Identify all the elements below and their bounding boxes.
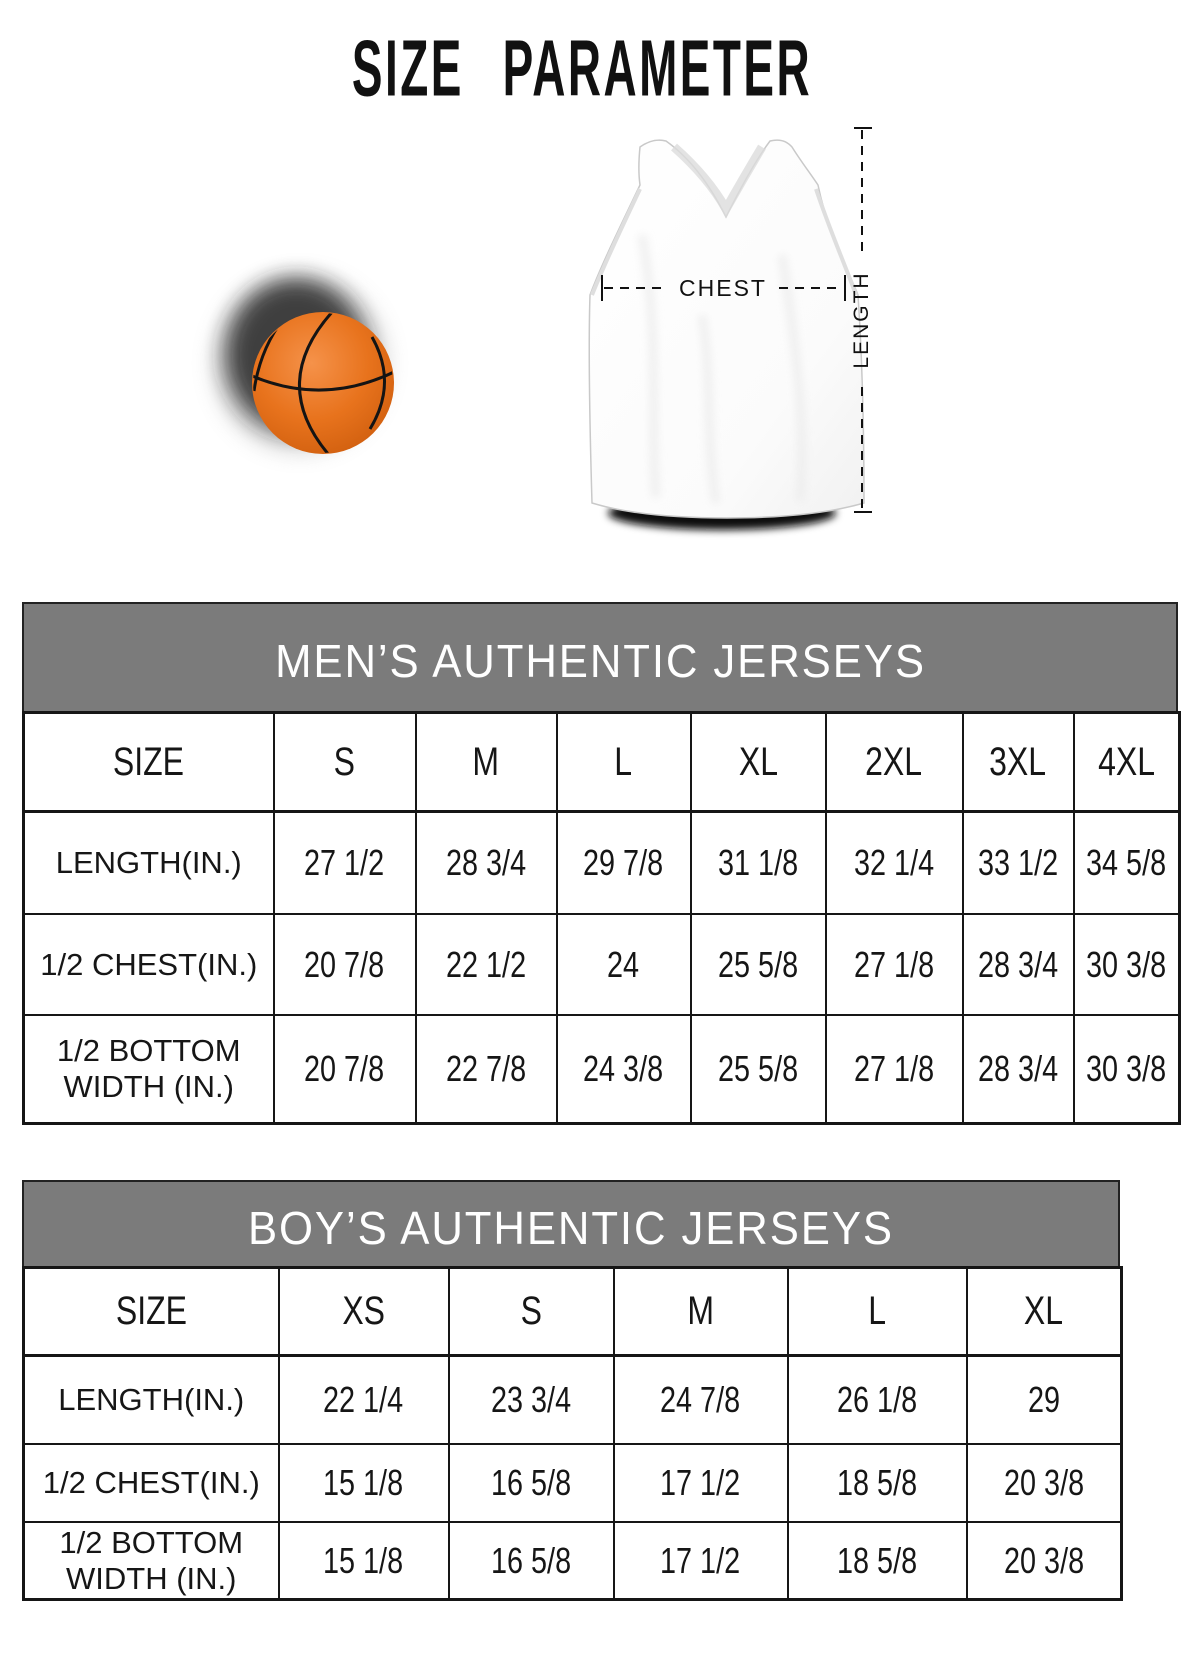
mens-size-col-xl: XL xyxy=(689,711,827,813)
boys-size-col-l: L xyxy=(786,1266,968,1357)
boys-size-grid: SIZE XS S M L XL LENGTH(IN.) 22 1/4 23 3… xyxy=(22,1266,1123,1601)
page-title: SIZE PARAMETER xyxy=(351,23,813,113)
row-label: 1/2 BOTTOM WIDTH (IN.) xyxy=(22,1521,280,1601)
value-cell: 28 3/4 xyxy=(961,1014,1075,1125)
value-cell: 32 1/4 xyxy=(824,810,964,915)
mens-size-col-2xl: 2XL xyxy=(824,711,964,813)
value-cell: 24 3/8 xyxy=(555,1014,692,1125)
value-cell: 30 3/8 xyxy=(1072,1014,1181,1125)
value-cell: 33 1/2 xyxy=(961,810,1075,915)
value-cell: 29 7/8 xyxy=(555,810,692,915)
value-cell: 17 1/2 xyxy=(612,1521,789,1601)
value-cell: 22 7/8 xyxy=(414,1014,558,1125)
boys-size-table: BOY’S AUTHENTIC JERSEYS SIZE XS S M L XL… xyxy=(22,1180,1123,1601)
length-measure-line xyxy=(854,127,872,513)
value-cell: 24 xyxy=(555,913,692,1016)
value-cell: 22 1/2 xyxy=(414,913,558,1016)
value-cell: 20 7/8 xyxy=(272,1014,417,1125)
value-cell: 18 5/8 xyxy=(786,1443,968,1523)
boys-size-col-xs: XS xyxy=(277,1266,450,1357)
value-cell: 26 1/8 xyxy=(786,1354,968,1445)
mens-table-title: MEN’S AUTHENTIC JERSEYS xyxy=(274,634,926,687)
chest-label: CHEST xyxy=(679,275,767,301)
mens-size-col-l: L xyxy=(555,711,692,813)
mens-chest-row: 1/2 CHEST(IN.) 20 7/8 22 1/2 24 25 5/8 2… xyxy=(22,913,1181,1016)
value-cell: 22 1/4 xyxy=(277,1354,450,1445)
length-label: LENGTH xyxy=(850,271,873,368)
boys-table-banner: BOY’S AUTHENTIC JERSEYS xyxy=(22,1180,1120,1266)
value-cell: 31 1/8 xyxy=(689,810,827,915)
value-cell: 28 3/4 xyxy=(414,810,558,915)
value-cell: 20 3/8 xyxy=(965,1443,1123,1523)
value-cell: 20 3/8 xyxy=(965,1521,1123,1601)
value-cell: 15 1/8 xyxy=(277,1443,450,1523)
row-label: LENGTH(IN.) xyxy=(22,1354,280,1445)
value-cell: 15 1/8 xyxy=(277,1521,450,1601)
value-cell: 27 1/8 xyxy=(824,913,964,1016)
row-label: 1/2 CHEST(IN.) xyxy=(22,913,275,1016)
value-cell: 29 xyxy=(965,1354,1123,1445)
value-cell: 16 5/8 xyxy=(447,1521,615,1601)
boys-size-header-row: SIZE XS S M L XL xyxy=(22,1266,1123,1357)
boys-size-col-s: S xyxy=(447,1266,615,1357)
value-cell: 34 5/8 xyxy=(1072,810,1181,915)
mens-size-col-4xl: 4XL xyxy=(1072,711,1181,813)
boys-size-col-m: M xyxy=(612,1266,789,1357)
mens-length-row: LENGTH(IN.) 27 1/2 28 3/4 29 7/8 31 1/8 … xyxy=(22,810,1181,915)
boys-table-title: BOY’S AUTHENTIC JERSEYS xyxy=(248,1202,894,1254)
value-cell: 16 5/8 xyxy=(447,1443,615,1523)
value-cell: 25 5/8 xyxy=(689,1014,827,1125)
boys-size-col-xl: XL xyxy=(965,1266,1123,1357)
mens-table-banner: MEN’S AUTHENTIC JERSEYS xyxy=(22,602,1178,711)
value-cell: 17 1/2 xyxy=(612,1443,789,1523)
boys-bottom-width-row: 1/2 BOTTOM WIDTH (IN.) 15 1/8 16 5/8 17 … xyxy=(22,1521,1123,1601)
mens-size-header: SIZE xyxy=(22,711,275,813)
value-cell: 30 3/8 xyxy=(1072,913,1181,1016)
value-cell: 20 7/8 xyxy=(272,913,417,1016)
mens-size-grid: SIZE S M L XL 2XL 3XL 4XL LENGTH(IN.) 27… xyxy=(22,711,1181,1125)
value-cell: 18 5/8 xyxy=(786,1521,968,1601)
value-cell: 25 5/8 xyxy=(689,913,827,1016)
value-cell: 27 1/8 xyxy=(824,1014,964,1125)
mens-size-col-s: S xyxy=(272,711,417,813)
row-label: 1/2 BOTTOM WIDTH (IN.) xyxy=(22,1014,275,1125)
mens-size-col-m: M xyxy=(414,711,558,813)
chest-measure-line xyxy=(601,275,846,301)
boys-size-header: SIZE xyxy=(22,1266,280,1357)
row-label: LENGTH(IN.) xyxy=(22,810,275,915)
boys-length-row: LENGTH(IN.) 22 1/4 23 3/4 24 7/8 26 1/8 … xyxy=(22,1354,1123,1445)
value-cell: 24 7/8 xyxy=(612,1354,789,1445)
measurement-diagram: CHEST LENGTH xyxy=(214,127,873,530)
value-cell: 27 1/2 xyxy=(272,810,417,915)
mens-bottom-width-row: 1/2 BOTTOM WIDTH (IN.) 20 7/8 22 7/8 24 … xyxy=(22,1014,1181,1125)
mens-size-header-row: SIZE S M L XL 2XL 3XL 4XL xyxy=(22,711,1181,813)
jersey-icon xyxy=(588,139,865,530)
boys-chest-row: 1/2 CHEST(IN.) 15 1/8 16 5/8 17 1/2 18 5… xyxy=(22,1443,1123,1523)
value-cell: 28 3/4 xyxy=(961,913,1075,1016)
basketball-icon xyxy=(214,275,394,454)
row-label: 1/2 CHEST(IN.) xyxy=(22,1443,280,1523)
value-cell: 23 3/4 xyxy=(447,1354,615,1445)
mens-size-table: MEN’S AUTHENTIC JERSEYS SIZE S M L XL 2X… xyxy=(22,602,1181,1125)
mens-size-col-3xl: 3XL xyxy=(961,711,1075,813)
